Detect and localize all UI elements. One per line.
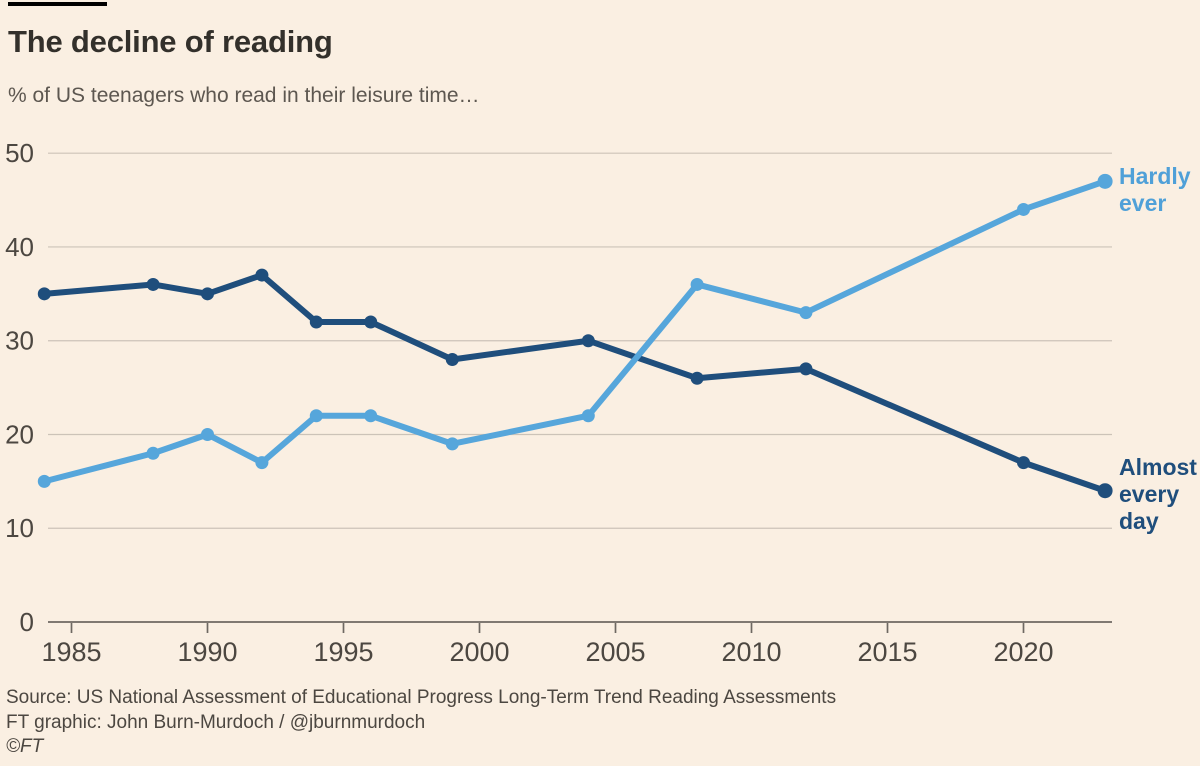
data-point-almost-every-day-1999 — [445, 352, 459, 366]
data-point-almost-every-day-2008 — [690, 371, 704, 385]
chart-footer: Source: US National Assessment of Educat… — [6, 686, 836, 760]
page-title: The decline of reading — [8, 24, 333, 59]
data-point-hardly-ever-2020 — [1017, 202, 1030, 216]
x-tick-label: 1985 — [41, 637, 101, 667]
data-point-hardly-ever-1984 — [37, 474, 51, 488]
ft-top-rule — [8, 2, 107, 6]
series-label-line: every — [1119, 481, 1180, 507]
data-point-hardly-ever-2023 — [1097, 173, 1113, 189]
data-point-hardly-ever-1992 — [255, 456, 269, 470]
series-label-line: Hardly — [1119, 163, 1191, 189]
y-tick-label: 20 — [5, 419, 34, 449]
y-tick-label: 0 — [20, 607, 34, 637]
credit-line: FT graphic: John Burn-Murdoch / @jburnmu… — [6, 711, 426, 733]
data-point-almost-every-day-2023 — [1097, 483, 1113, 499]
data-point-almost-every-day-1988 — [146, 277, 160, 291]
data-point-hardly-ever-1999 — [445, 437, 459, 451]
data-point-almost-every-day-1990 — [201, 287, 214, 301]
x-tick-label: 2010 — [721, 637, 781, 667]
source-line: Source: US National Assessment of Educat… — [6, 687, 837, 708]
data-point-hardly-ever-2004 — [581, 409, 595, 423]
y-tick-label: 30 — [5, 326, 34, 356]
data-point-almost-every-day-2012 — [799, 362, 813, 376]
data-point-almost-every-day-1992 — [255, 268, 269, 282]
data-point-almost-every-day-1984 — [37, 287, 51, 301]
data-point-hardly-ever-2012 — [799, 306, 813, 320]
copyright-line: ©FT — [6, 736, 44, 757]
data-point-hardly-ever-1990 — [201, 427, 214, 441]
x-tick-label: 2005 — [585, 637, 645, 667]
x-tick-label: 2000 — [449, 637, 509, 667]
y-tick-label: 10 — [5, 513, 34, 543]
data-point-almost-every-day-1996 — [364, 315, 378, 329]
data-point-hardly-ever-1996 — [364, 409, 378, 423]
series-line-hardly-ever — [41, 178, 1109, 485]
data-point-almost-every-day-1994 — [309, 315, 323, 329]
data-point-almost-every-day-2004 — [581, 334, 595, 348]
data-point-hardly-ever-2008 — [690, 277, 704, 291]
y-tick-label: 40 — [5, 232, 34, 262]
y-tick-label: 50 — [5, 138, 34, 168]
x-tick-label: 2020 — [993, 637, 1053, 667]
x-tick-label: 1990 — [177, 637, 237, 667]
series-label-line: Almost — [1119, 454, 1197, 480]
series-line-almost-every-day — [41, 272, 1109, 494]
data-point-hardly-ever-1994 — [309, 409, 323, 423]
series-label-line: day — [1119, 508, 1159, 534]
data-point-hardly-ever-1988 — [146, 446, 160, 460]
x-tick-label: 2015 — [857, 637, 917, 667]
series-label-almost-every-day: Almost every day — [1119, 454, 1199, 535]
data-point-almost-every-day-2020 — [1017, 456, 1030, 470]
series-label-line: ever — [1119, 190, 1167, 216]
x-tick-label: 1995 — [313, 637, 373, 667]
chart-subtitle: % of US teenagers who read in their leis… — [8, 84, 480, 107]
series-label-hardly-ever: Hardly ever — [1119, 163, 1199, 217]
